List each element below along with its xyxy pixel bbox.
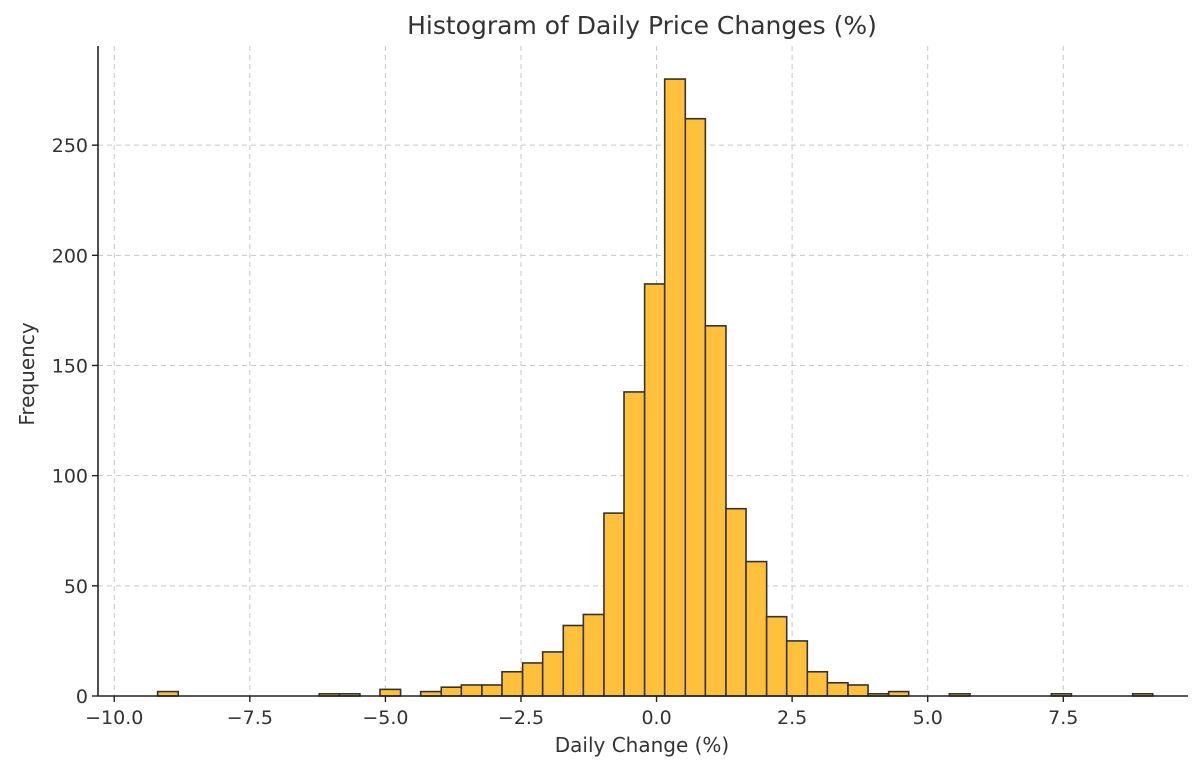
y-axis-label: Frequency [15, 322, 39, 425]
x-tick-label: 0.0 [641, 707, 671, 729]
histogram-bar [704, 325, 727, 697]
y-tick-label: 0 [76, 686, 88, 708]
histogram-bar [643, 283, 666, 697]
ticks-layer: −10.0 −7.5 −5.0 −2.5 0.0 2.5 5.0 7.5 0 50 100 150 20… [52, 135, 1079, 729]
histogram-bar [826, 681, 849, 697]
axes-layer [97, 46, 1188, 697]
histogram-bar [663, 78, 687, 697]
x-tick-label: −7.5 [227, 707, 273, 729]
y-tick-label: 250 [52, 135, 88, 157]
histogram-bar [481, 684, 503, 697]
histogram-bar [582, 613, 605, 697]
histogram-bar [806, 670, 829, 697]
y-tick-label: 150 [52, 355, 88, 377]
histogram-bar [847, 684, 869, 697]
x-tick-label: −2.5 [498, 707, 544, 729]
x-tick-label: 2.5 [777, 707, 807, 729]
histogram-bar [603, 512, 625, 697]
histogram-bar [725, 507, 747, 697]
y-tick-label: 100 [52, 466, 88, 488]
histogram-bar [460, 684, 483, 697]
x-axis-label: Daily Change (%) [555, 733, 730, 757]
histogram-bar [765, 615, 788, 697]
histogram-bar [379, 688, 402, 697]
x-tick-label: −10.0 [85, 707, 143, 729]
histogram-bar [562, 624, 585, 697]
histogram-bar [684, 117, 707, 697]
chart-title: Histogram of Daily Price Changes (%) [407, 11, 877, 40]
y-tick-label: 50 [64, 576, 88, 598]
x-tick-label: 5.0 [913, 707, 943, 729]
histogram-bar [440, 686, 463, 697]
histogram-bar [785, 640, 809, 697]
histogram-bar [501, 670, 524, 697]
histogram-bar [745, 560, 768, 697]
x-tick-label: 7.5 [1048, 707, 1078, 729]
x-tick-label: −5.0 [362, 707, 408, 729]
histogram-bar [623, 391, 646, 697]
histogram-bar [541, 651, 565, 697]
y-tick-label: 200 [52, 245, 88, 267]
histogram-bar [521, 662, 544, 697]
bars-layer [156, 78, 1154, 697]
